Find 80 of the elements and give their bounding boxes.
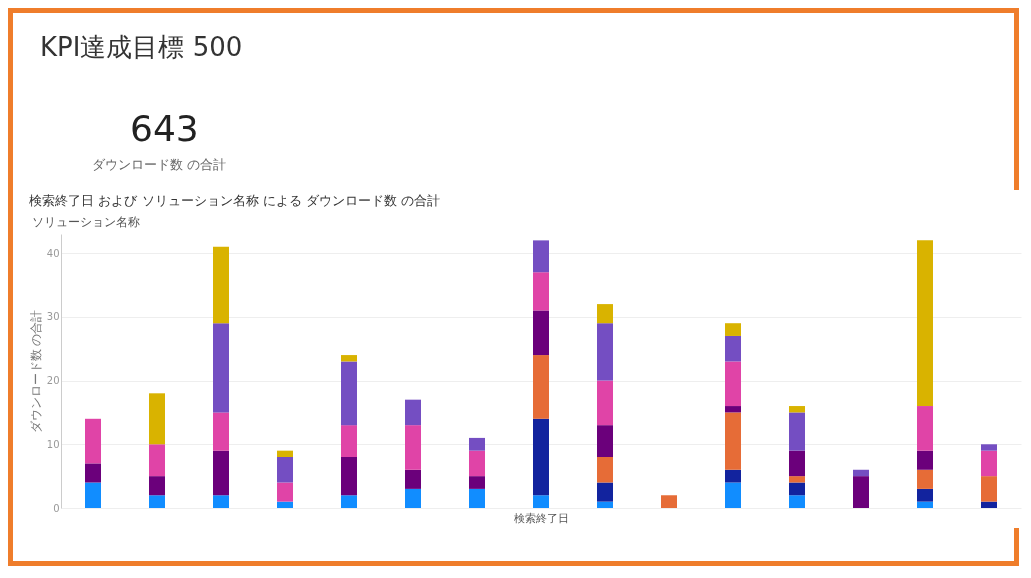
bar bbox=[405, 488, 421, 508]
bar bbox=[341, 355, 357, 362]
y-tick-label: 30 bbox=[46, 311, 60, 323]
bar bbox=[277, 450, 293, 458]
y-tick-label: 20 bbox=[46, 375, 60, 387]
bar bbox=[661, 495, 677, 508]
bar bbox=[533, 272, 549, 311]
bar bbox=[725, 323, 741, 336]
bar bbox=[405, 399, 421, 426]
bar bbox=[725, 361, 741, 407]
bar bbox=[917, 488, 933, 502]
bar bbox=[597, 482, 613, 502]
bar bbox=[853, 469, 869, 477]
bar bbox=[213, 412, 229, 451]
bar bbox=[981, 450, 997, 477]
y-tick-label: 0 bbox=[53, 502, 60, 514]
bar bbox=[725, 406, 741, 413]
bar bbox=[533, 418, 549, 496]
bar bbox=[85, 418, 101, 464]
bar bbox=[405, 469, 421, 489]
y-tick-label: 40 bbox=[46, 247, 60, 259]
bar bbox=[149, 444, 165, 477]
bar bbox=[789, 495, 805, 508]
bar bbox=[277, 482, 293, 502]
bar bbox=[981, 476, 997, 502]
bar bbox=[533, 495, 549, 508]
bar bbox=[277, 501, 293, 508]
bar bbox=[341, 495, 357, 508]
bar bbox=[469, 450, 485, 477]
y-axis-title: ダウンロード数 の合計 bbox=[28, 309, 43, 434]
text: ソリューション名称 bbox=[32, 214, 140, 231]
bar bbox=[917, 406, 933, 451]
bar bbox=[981, 501, 997, 508]
y-tick-label: 10 bbox=[46, 438, 60, 450]
bar bbox=[149, 393, 165, 445]
bar bbox=[597, 501, 613, 508]
bar bbox=[149, 476, 165, 496]
bar bbox=[725, 335, 741, 362]
bar bbox=[597, 457, 613, 483]
bar bbox=[853, 476, 869, 508]
bar bbox=[405, 425, 421, 470]
text: KPI達成目標 500 bbox=[40, 31, 243, 64]
bar bbox=[597, 323, 613, 381]
chart-title: 検索終了日 および ソリューション名称 による ダウンロード数 の合計 bbox=[29, 193, 440, 208]
bar bbox=[533, 310, 549, 356]
bar bbox=[341, 361, 357, 426]
bar bbox=[789, 450, 805, 477]
bar bbox=[917, 450, 933, 470]
bar bbox=[533, 240, 549, 273]
bar bbox=[597, 425, 613, 458]
bar bbox=[597, 380, 613, 426]
bar bbox=[85, 482, 101, 508]
bar bbox=[469, 488, 485, 508]
bar bbox=[917, 240, 933, 407]
bar bbox=[213, 246, 229, 324]
bar bbox=[789, 406, 805, 413]
bar bbox=[341, 457, 357, 496]
bar bbox=[725, 412, 741, 470]
bar bbox=[277, 457, 293, 483]
bar bbox=[469, 437, 485, 451]
bar bbox=[981, 444, 997, 451]
bar bbox=[533, 355, 549, 419]
bar bbox=[469, 476, 485, 489]
bar bbox=[213, 495, 229, 508]
bar bbox=[789, 412, 805, 451]
text: ダウンロード数 の合計 bbox=[92, 156, 227, 174]
bar bbox=[341, 425, 357, 458]
bar bbox=[597, 304, 613, 324]
bar bbox=[85, 463, 101, 483]
bar bbox=[213, 323, 229, 413]
bar bbox=[789, 482, 805, 496]
x-axis-title: 検索終了日 bbox=[514, 511, 569, 525]
bar bbox=[725, 469, 741, 483]
data-label: 643 bbox=[130, 108, 199, 149]
bar bbox=[213, 450, 229, 496]
bar bbox=[917, 469, 933, 489]
bar bbox=[725, 482, 741, 508]
bar bbox=[789, 476, 805, 483]
bar bbox=[917, 501, 933, 508]
bar bbox=[149, 495, 165, 508]
